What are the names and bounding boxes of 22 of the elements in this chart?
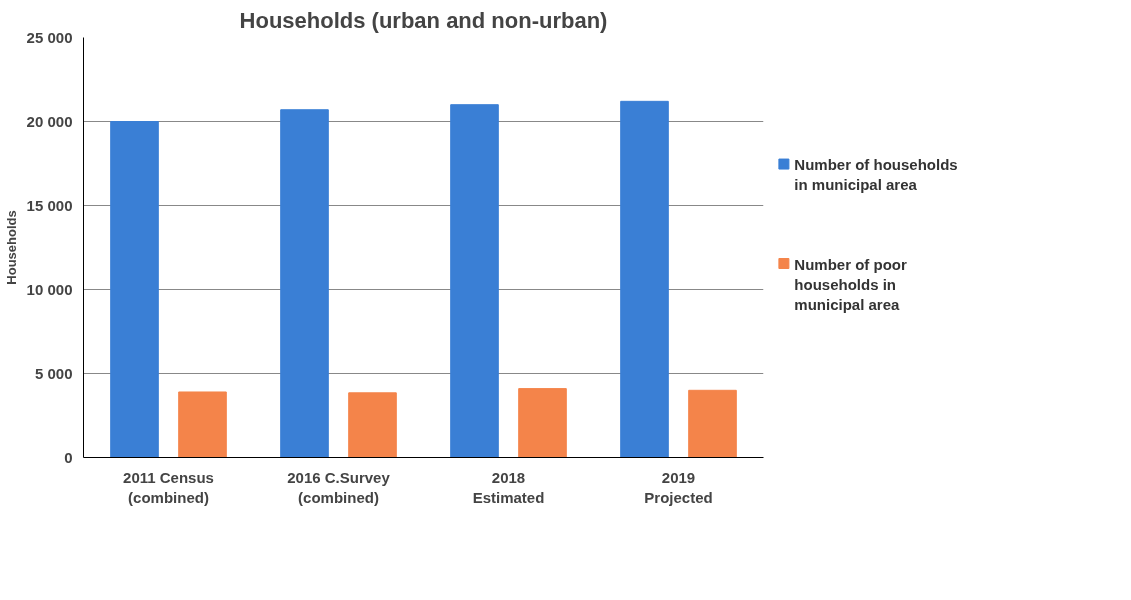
x-tick-label: 2018 Estimated	[472, 468, 545, 506]
y-tick-label: 10 000	[26, 281, 73, 298]
bar	[110, 121, 159, 458]
x-tick-label: 2019 Projected	[644, 468, 713, 506]
y-axis-title: Households	[3, 210, 19, 285]
chart-title: Households (urban and non-urban)	[239, 7, 608, 33]
bar	[688, 389, 737, 458]
bar	[348, 392, 397, 458]
x-tick-label: 2011 Census (combined)	[123, 468, 214, 506]
bar	[450, 104, 499, 458]
y-tick-label: 0	[64, 449, 73, 466]
y-tick-label: 5 000	[34, 365, 73, 382]
bar	[280, 109, 329, 458]
x-tick-label: 2016 C.Survey (combined)	[287, 468, 391, 506]
bar	[178, 391, 227, 458]
y-tick-label: 15 000	[26, 197, 73, 214]
bar	[518, 388, 567, 458]
legend-label: Number of poor households in municipal area	[794, 255, 907, 314]
y-tick-label: 20 000	[26, 113, 73, 130]
y-tick-label: 25 000	[26, 29, 73, 46]
bar	[620, 100, 669, 458]
legend-label: Number of households in municipal area	[794, 156, 958, 194]
